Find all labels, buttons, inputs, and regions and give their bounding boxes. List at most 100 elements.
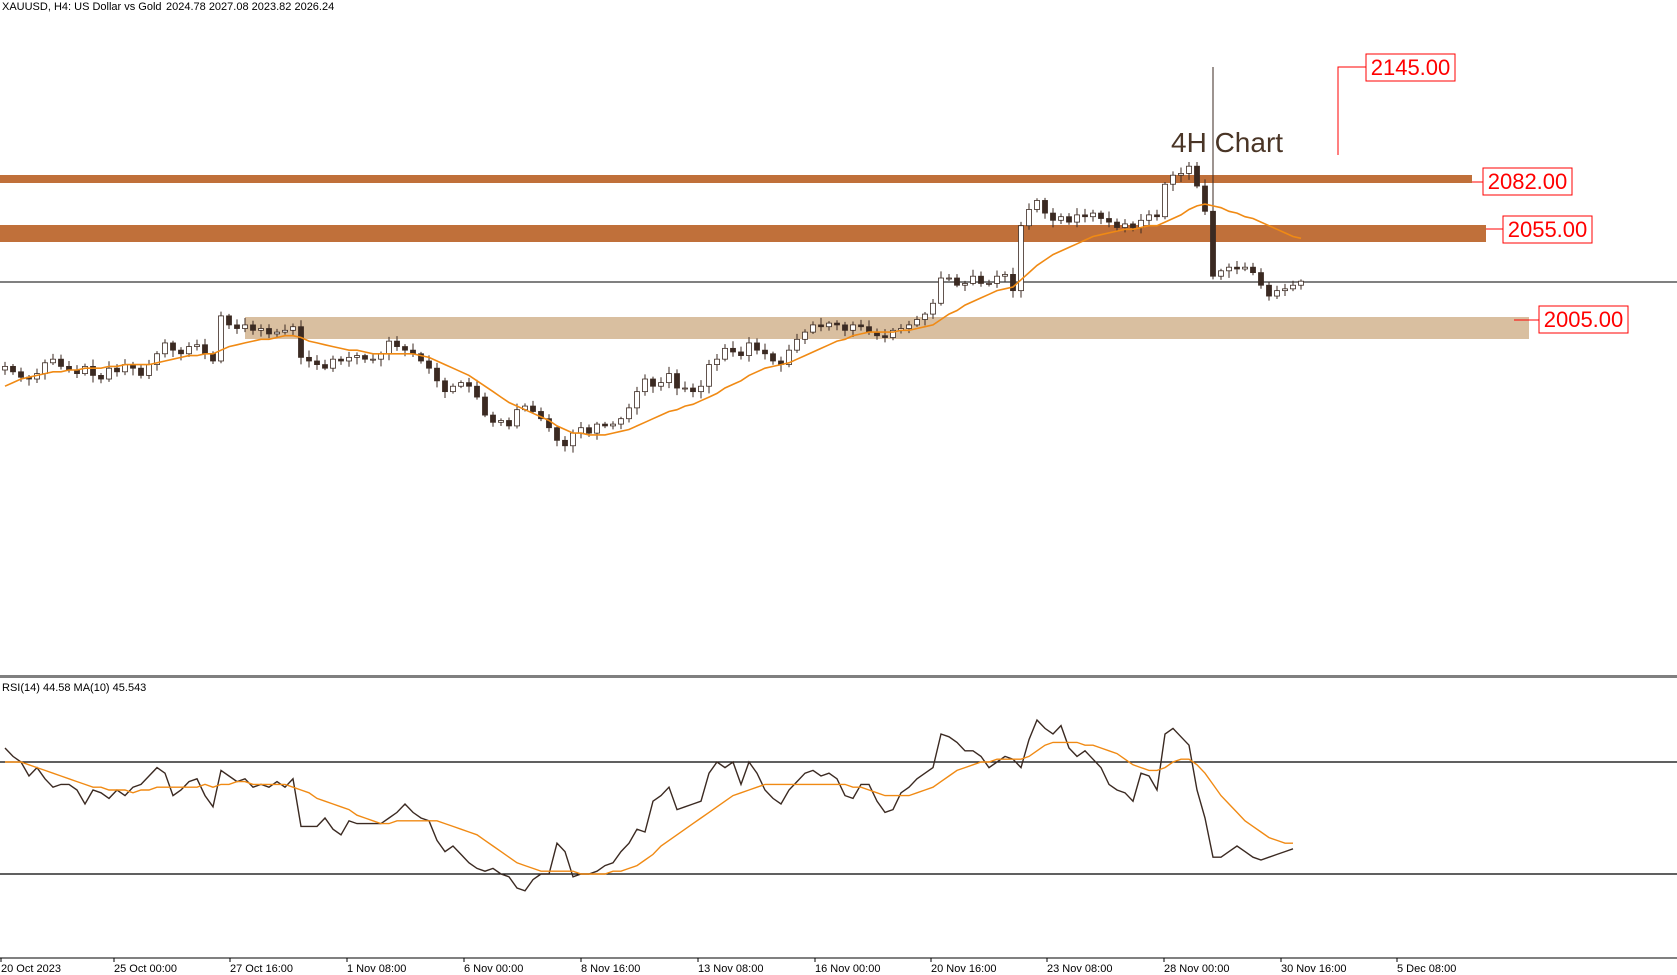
candle-down (954, 277, 960, 286)
candle-down (1098, 212, 1104, 219)
candle-up (354, 355, 360, 358)
candle-up (386, 340, 392, 355)
candle-up (186, 346, 192, 355)
candle-down (562, 439, 568, 447)
level-label-2082: 2082.00 (1488, 169, 1568, 194)
candle-up (1178, 173, 1184, 176)
candle-down (98, 375, 104, 380)
candle-down (402, 346, 408, 351)
candle-down (1250, 266, 1256, 274)
candle-up (1034, 200, 1040, 210)
x-tick-label: 28 Nov 00:00 (1164, 963, 1229, 975)
x-tick-label: 27 Oct 16:00 (230, 963, 293, 975)
label-connector-2145 (1337, 66, 1366, 155)
x-tick-label: 20 Oct 2023 (1, 963, 61, 975)
x-tick-label: 8 Nov 16:00 (581, 963, 640, 975)
candle-up (1226, 266, 1232, 272)
level-label-box-2055 (1502, 215, 1593, 244)
candle-up (154, 353, 160, 365)
candle-down (530, 405, 536, 412)
candle-down (18, 371, 24, 378)
candle-up (1018, 225, 1024, 292)
candle-up (1274, 290, 1280, 297)
candle-down (114, 367, 120, 373)
candle-up (1218, 270, 1224, 277)
candle-down (362, 355, 368, 360)
candle-up (1090, 212, 1096, 218)
candle-up (106, 367, 112, 380)
candle-up (802, 331, 808, 340)
x-tick-label: 30 Nov 16:00 (1281, 963, 1346, 975)
candle-down (730, 347, 736, 353)
candle-down (442, 380, 448, 393)
pane-separator (0, 675, 1677, 678)
candle-up (42, 362, 48, 375)
candle-down (434, 367, 440, 382)
candle-up (242, 324, 248, 329)
candle-down (506, 420, 512, 427)
candle-down (842, 324, 848, 331)
candle-down (426, 360, 432, 369)
candle-down (650, 378, 656, 387)
candle-down (1042, 200, 1048, 214)
candle-down (266, 328, 272, 335)
candle-up (922, 313, 928, 320)
candle-down (546, 418, 552, 429)
candle-up (514, 409, 520, 427)
level-label-2145: 2145.00 (1371, 55, 1451, 80)
candle-up (594, 423, 600, 434)
candle-up (946, 277, 952, 280)
candle-up (994, 275, 1000, 284)
candle-down (226, 315, 232, 326)
candle-up (450, 385, 456, 393)
candle-up (330, 358, 336, 369)
candle-up (826, 322, 832, 328)
candle-down (1114, 221, 1120, 228)
candle-up (810, 324, 816, 333)
candle-up (746, 342, 752, 356)
x-tick-label: 23 Nov 08:00 (1047, 963, 1112, 975)
candle-down (210, 353, 216, 362)
x-tick-label: 1 Nov 08:00 (347, 963, 406, 975)
candle-up (626, 407, 632, 420)
x-tick-label: 6 Nov 00:00 (464, 963, 523, 975)
candle-up (258, 328, 264, 331)
candle-up (498, 420, 504, 423)
candle-up (666, 373, 672, 384)
candle-down (234, 324, 240, 329)
resistance-zone-2055 (0, 225, 1486, 242)
candle-down (762, 349, 768, 355)
candle-up (986, 283, 992, 285)
candle-down (858, 324, 864, 328)
candle-down (1050, 212, 1056, 221)
candle-down (1106, 218, 1112, 223)
candle-down (138, 367, 144, 376)
level-label-2005: 2005.00 (1544, 307, 1624, 332)
moving-average-line (4, 203, 1302, 436)
candle-up (194, 344, 200, 347)
candle-up (890, 329, 896, 338)
candle-up (274, 331, 280, 335)
candle-down (306, 356, 312, 362)
candle-up (1290, 284, 1296, 290)
candle-down (834, 322, 840, 326)
candle-up (906, 324, 912, 329)
candle-up (146, 364, 152, 376)
candle-up (722, 347, 728, 360)
candle-down (90, 365, 96, 376)
candle-up (962, 283, 968, 286)
rsi-ma-line (5, 741, 1293, 875)
candle-down (178, 349, 184, 355)
candle-up (1058, 216, 1064, 221)
candle-down (1082, 214, 1088, 218)
candle-up (1170, 174, 1176, 185)
candle-down (690, 387, 696, 393)
candle-down (418, 353, 424, 362)
candle-down (738, 351, 744, 356)
candle-up (162, 342, 168, 355)
candle-down (170, 342, 176, 351)
candle-down (202, 344, 208, 355)
candle-down (58, 358, 64, 367)
candle-up (938, 277, 944, 304)
candle-down (314, 360, 320, 365)
